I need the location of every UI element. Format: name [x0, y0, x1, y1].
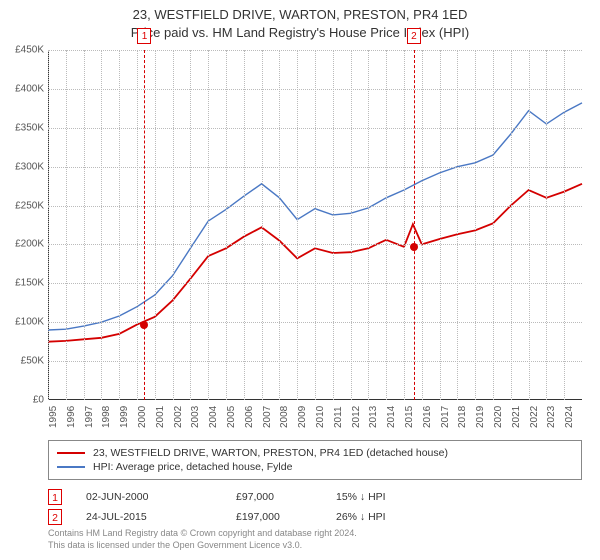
y-tick-label: £0	[2, 395, 44, 406]
y-tick-label: £150K	[2, 278, 44, 289]
gridline-v	[404, 50, 405, 400]
gridline-v	[422, 50, 423, 400]
legend-label: HPI: Average price, detached house, Fyld…	[93, 461, 292, 473]
gridline-v	[48, 50, 49, 400]
gridline-v	[457, 50, 458, 400]
gridline-v	[529, 50, 530, 400]
legend-swatch	[57, 466, 85, 468]
y-tick-label: £400K	[2, 83, 44, 94]
title-line-2: Price paid vs. HM Land Registry's House …	[0, 24, 600, 42]
y-tick-label: £300K	[2, 161, 44, 172]
gridline-v	[475, 50, 476, 400]
event-row-price: £197,000	[236, 511, 336, 523]
legend-swatch	[57, 452, 85, 454]
y-tick-label: £450K	[2, 45, 44, 56]
event-badge: 1	[137, 28, 151, 44]
gridline-v	[244, 50, 245, 400]
gridline-v	[315, 50, 316, 400]
gridline-v	[351, 50, 352, 400]
event-row-date: 24-JUL-2015	[86, 511, 236, 523]
gridline-v	[208, 50, 209, 400]
event-row: 1 02-JUN-2000£97,00015% ↓ HPI	[48, 489, 456, 505]
footnote: Contains HM Land Registry data © Crown c…	[48, 528, 357, 551]
event-row-badge: 1	[48, 489, 62, 505]
gridline-v	[66, 50, 67, 400]
title-line-1: 23, WESTFIELD DRIVE, WARTON, PRESTON, PR…	[0, 6, 600, 24]
y-tick-label: £200K	[2, 239, 44, 250]
y-tick-label: £50K	[2, 356, 44, 367]
event-row-date: 02-JUN-2000	[86, 491, 236, 503]
gridline-v	[101, 50, 102, 400]
legend: 23, WESTFIELD DRIVE, WARTON, PRESTON, PR…	[48, 440, 582, 480]
event-dot	[410, 243, 418, 251]
y-tick-label: £350K	[2, 122, 44, 133]
event-row-price: £97,000	[236, 491, 336, 503]
gridline-v	[137, 50, 138, 400]
gridline-v	[368, 50, 369, 400]
y-tick-label: £250K	[2, 200, 44, 211]
footnote-line-2: This data is licensed under the Open Gov…	[48, 540, 357, 552]
gridline-v	[564, 50, 565, 400]
event-row-pct: 26% ↓ HPI	[336, 511, 456, 523]
gridline-v	[493, 50, 494, 400]
y-tick-label: £100K	[2, 317, 44, 328]
event-row: 2 24-JUL-2015£197,00026% ↓ HPI	[48, 509, 456, 525]
footnote-line-1: Contains HM Land Registry data © Crown c…	[48, 528, 357, 540]
gridline-v	[119, 50, 120, 400]
gridline-v	[511, 50, 512, 400]
chart-title: 23, WESTFIELD DRIVE, WARTON, PRESTON, PR…	[0, 0, 600, 42]
legend-row: 23, WESTFIELD DRIVE, WARTON, PRESTON, PR…	[57, 447, 573, 459]
events-table: 1 02-JUN-2000£97,00015% ↓ HPI 2 24-JUL-2015…	[48, 485, 456, 529]
gridline-v	[279, 50, 280, 400]
gridline-v	[226, 50, 227, 400]
gridline-v	[386, 50, 387, 400]
event-dot	[140, 321, 148, 329]
gridline-v	[84, 50, 85, 400]
event-vline	[144, 50, 145, 400]
legend-row: HPI: Average price, detached house, Fyld…	[57, 461, 573, 473]
gridline-v	[333, 50, 334, 400]
gridline-v	[190, 50, 191, 400]
event-row-badge: 2	[48, 509, 62, 525]
event-row-pct: 15% ↓ HPI	[336, 491, 456, 503]
chart-plot-area: £0£50K£100K£150K£200K£250K£300K£350K£400…	[48, 50, 582, 400]
legend-label: 23, WESTFIELD DRIVE, WARTON, PRESTON, PR…	[93, 447, 448, 459]
gridline-v	[440, 50, 441, 400]
gridline-v	[262, 50, 263, 400]
gridline-v	[297, 50, 298, 400]
event-vline	[414, 50, 415, 400]
event-badge: 2	[407, 28, 421, 44]
gridline-v	[155, 50, 156, 400]
gridline-v	[173, 50, 174, 400]
gridline-v	[546, 50, 547, 400]
